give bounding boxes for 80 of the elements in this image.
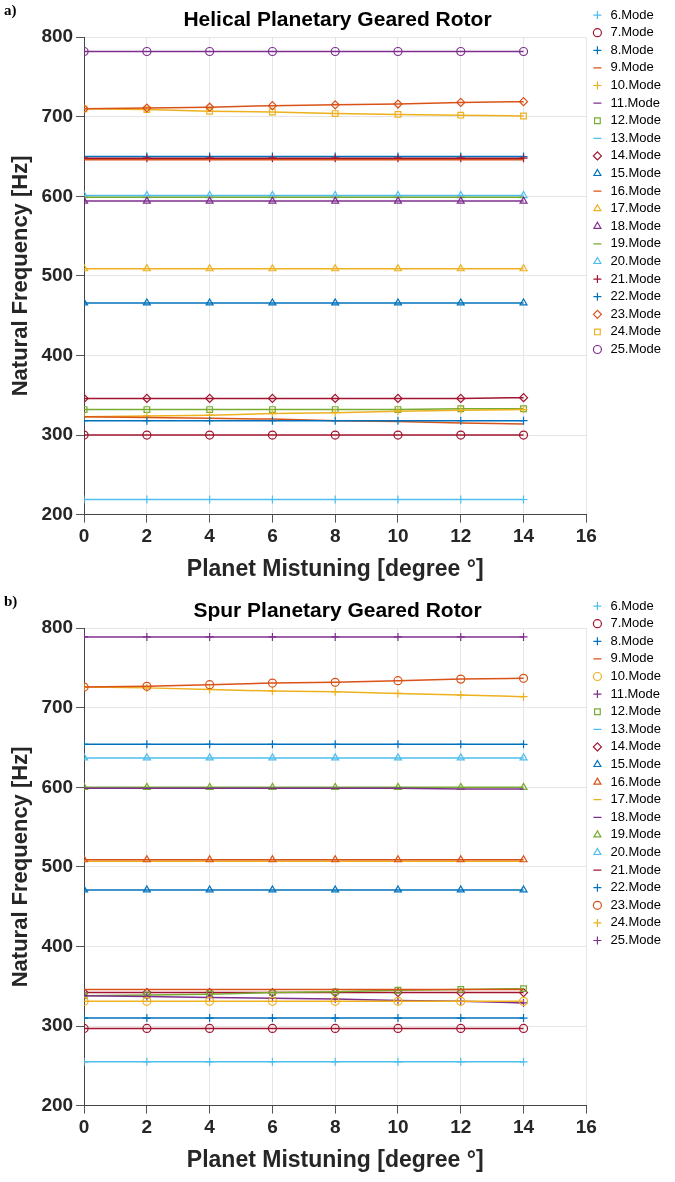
legend-label: 15.Mode <box>610 165 661 181</box>
y-tick-label: 300 <box>41 1014 74 1036</box>
legend-label: 7.Mode <box>610 615 654 631</box>
legend-label: 24.Mode <box>610 914 661 930</box>
x-tick-label: 2 <box>141 525 153 547</box>
y-tick-label: 200 <box>41 502 74 524</box>
y-tick-label: 500 <box>41 264 74 286</box>
x-tick-label: 10 <box>387 525 409 547</box>
y-tick-label: 700 <box>41 696 74 717</box>
x-tick-label: 6 <box>267 525 278 547</box>
x-tick-label: 16 <box>575 525 597 547</box>
x-tick-label: 8 <box>329 525 341 547</box>
x-tick-label: 8 <box>329 1116 341 1138</box>
x-tick-label: 12 <box>450 1116 472 1138</box>
legend-label: 23.Mode <box>610 305 661 321</box>
x-tick-label: 12 <box>450 525 472 547</box>
legend-label: 25.Mode <box>610 341 661 357</box>
x-tick-label: 4 <box>204 1116 216 1138</box>
y-tick-label: 600 <box>41 775 74 797</box>
legend-label: 22.Mode <box>610 879 661 895</box>
legend-label: 19.Mode <box>610 826 661 842</box>
x-tick-label: 0 <box>78 525 90 547</box>
legend-label: 19.Mode <box>610 235 661 251</box>
x-tick-label: 0 <box>78 1116 90 1138</box>
legend-label: 13.Mode <box>610 720 661 736</box>
chart-title: Spur Planetary Geared Rotor <box>193 598 482 622</box>
x-tick-label: 16 <box>575 1116 597 1138</box>
x-tick-label: 2 <box>141 1116 153 1138</box>
legend-label: 16.Mode <box>610 182 661 198</box>
text: a) <box>4 2 17 20</box>
legend-label: 24.Mode <box>610 323 661 339</box>
y-tick-label: 800 <box>41 25 74 47</box>
x-tick-label: 14 <box>512 525 535 547</box>
y-tick-label: 700 <box>41 105 74 126</box>
chart-title: Helical Planetary Geared Rotor <box>183 7 492 31</box>
y-tick-label: 800 <box>41 616 74 638</box>
legend-label: 9.Mode <box>610 650 654 666</box>
legend-label: 20.Mode <box>610 844 661 860</box>
legend-label: 6.Mode <box>610 597 654 613</box>
legend-label: 8.Mode <box>610 41 654 57</box>
legend-label: 6.Mode <box>610 6 654 22</box>
y-axis-title: Natural Frequency [Hz] <box>7 746 33 988</box>
legend-label: 13.Mode <box>610 129 661 145</box>
legend-label: 8.Mode <box>610 632 654 648</box>
legend-label: 18.Mode <box>610 808 661 824</box>
y-tick-label: 600 <box>41 184 74 206</box>
x-tick-label: 14 <box>512 1116 535 1138</box>
y-tick-label: 500 <box>41 855 74 877</box>
legend-label: 17.Mode <box>610 791 661 807</box>
legend-label: 23.Mode <box>610 896 661 912</box>
y-tick-label: 200 <box>41 1093 74 1115</box>
legend-label: 25.Mode <box>610 932 661 948</box>
x-tick-label: 4 <box>204 525 216 547</box>
y-tick-label: 400 <box>41 934 74 956</box>
legend-label: 11.Mode <box>610 94 661 110</box>
y-tick-label: 300 <box>41 423 74 445</box>
legend-label: 14.Mode <box>610 147 661 163</box>
legend-label: 10.Mode <box>610 77 661 93</box>
legend-label: 7.Mode <box>610 24 654 40</box>
legend-label: 10.Mode <box>610 668 661 684</box>
x-tick-label: 6 <box>267 1116 278 1138</box>
legend-label: 16.Mode <box>610 773 661 789</box>
legend-label: 21.Mode <box>610 270 661 286</box>
legend-label: 22.Mode <box>610 288 661 304</box>
legend-label: 11.Mode <box>610 685 661 701</box>
legend-label: 12.Mode <box>610 112 661 128</box>
y-tick-label: 400 <box>41 343 74 365</box>
legend-label: 12.Mode <box>610 703 661 719</box>
x-axis-title: Planet Mistuning [degree °] <box>186 1145 484 1172</box>
legend-label: 20.Mode <box>610 253 661 269</box>
y-axis-title: Natural Frequency [Hz] <box>7 155 33 397</box>
legend-label: 14.Mode <box>610 738 661 754</box>
legend-label: 17.Mode <box>610 200 661 216</box>
text: b) <box>4 593 18 611</box>
x-axis-title: Planet Mistuning [degree °] <box>186 554 484 581</box>
x-tick-label: 10 <box>387 1116 409 1138</box>
legend-label: 18.Mode <box>610 217 661 233</box>
legend-label: 9.Mode <box>610 59 654 75</box>
legend-label: 15.Mode <box>610 756 661 772</box>
legend-label: 21.Mode <box>610 861 661 877</box>
